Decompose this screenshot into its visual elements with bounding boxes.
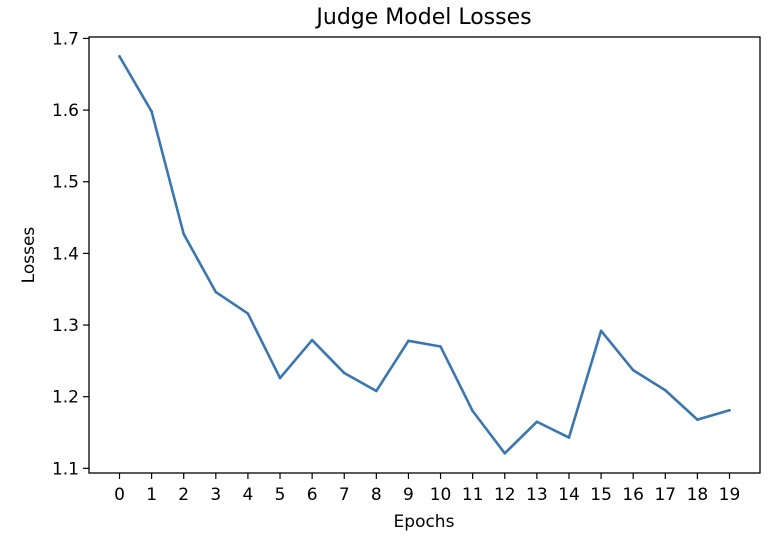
plot-area <box>88 36 761 474</box>
data-point <box>728 409 731 412</box>
y-tick-label: 1.6 <box>52 101 79 121</box>
y-tick-label: 1.2 <box>52 388 79 408</box>
chart-title: Judge Model Losses <box>314 5 531 30</box>
x-tick-label: 17 <box>654 485 676 505</box>
data-point <box>663 388 667 392</box>
y-tick-label: 1.7 <box>52 29 79 49</box>
x-tick-label: 7 <box>339 485 350 505</box>
y-axis-label: Losses <box>19 227 39 284</box>
data-point <box>375 389 378 393</box>
x-tick-label: 0 <box>114 485 125 505</box>
data-point <box>150 110 153 113</box>
x-tick-label: 13 <box>526 485 548 505</box>
data-point <box>214 290 218 294</box>
x-tick-label: 12 <box>494 485 516 505</box>
x-tick-label: 15 <box>590 485 612 505</box>
y-tick-label: 1.5 <box>52 173 79 193</box>
x-axis: 0 1 2 3 4 5 6 7 8 9 10 11 12 13 14 15 16 17 18 19 <box>114 473 740 505</box>
series-line <box>118 55 731 455</box>
data-point <box>407 339 410 343</box>
data-points <box>118 55 731 455</box>
x-tick-label: 11 <box>462 485 484 505</box>
data-point <box>631 368 635 372</box>
x-tick-label: 3 <box>210 485 221 505</box>
x-tick-label: 14 <box>558 485 580 505</box>
data-point <box>567 436 571 439</box>
data-point <box>342 371 346 375</box>
x-tick-label: 6 <box>307 485 318 505</box>
y-axis: 1.1 1.2 1.3 1.4 1.5 1.6 1.7 <box>52 29 89 479</box>
x-tick-label: 19 <box>719 485 741 505</box>
x-tick-label: 9 <box>403 485 414 505</box>
data-point <box>278 376 282 380</box>
data-point <box>696 418 699 421</box>
x-tick-label: 10 <box>430 485 452 505</box>
data-point <box>471 409 474 413</box>
x-axis-label: Epochs <box>394 512 455 532</box>
x-tick-label: 18 <box>687 485 709 505</box>
data-point <box>246 312 250 315</box>
data-point <box>439 345 442 348</box>
data-point <box>503 451 507 455</box>
y-tick-label: 1.1 <box>52 459 79 479</box>
data-point <box>118 55 121 58</box>
data-point <box>310 338 314 342</box>
x-tick-label: 1 <box>146 485 157 505</box>
x-tick-label: 16 <box>622 485 644 505</box>
x-tick-label: 2 <box>178 485 189 505</box>
y-tick-label: 1.4 <box>52 244 79 264</box>
x-tick-label: 8 <box>371 485 382 505</box>
y-tick-label: 1.3 <box>52 316 79 336</box>
data-point <box>182 232 186 236</box>
data-point <box>599 329 603 333</box>
x-tick-label: 4 <box>243 485 254 505</box>
data-point <box>535 420 539 424</box>
x-tick-label: 5 <box>275 485 286 505</box>
